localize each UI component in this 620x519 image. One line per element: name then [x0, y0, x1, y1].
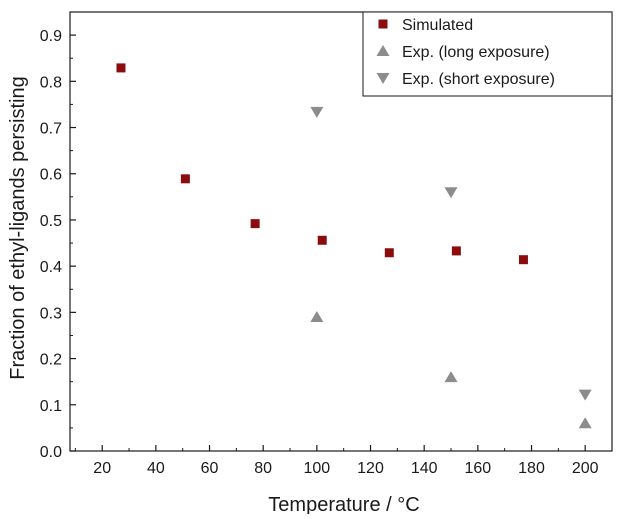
ticks-layer: 20 40 60 80 100 120 140 160 180 200 0.0 0.1 0.2 0.3 0.… — [40, 28, 613, 477]
exp-short-point — [310, 106, 324, 118]
x-tick-label: 180 — [518, 460, 545, 477]
y-axis-title: Fraction of ethyl-ligands persisting — [7, 76, 29, 379]
exp-long-point — [578, 417, 592, 429]
marks-layer — [116, 63, 592, 429]
x-tick-label: 200 — [572, 460, 599, 477]
square-marker-icon — [378, 19, 388, 29]
legend-label: Exp. (short exposure) — [402, 71, 555, 88]
legend-label: Simulated — [402, 17, 473, 34]
y-tick-label: 0.7 — [40, 121, 62, 138]
simulated-point — [451, 246, 461, 256]
y-tick-label: 0.0 — [40, 444, 62, 461]
plot-frame — [69, 11, 613, 452]
exp-long-point — [444, 371, 458, 383]
x-tick-label: 40 — [147, 460, 165, 477]
y-tick-label: 0.3 — [40, 305, 62, 322]
exp-short-point — [578, 389, 592, 401]
triangle-down-marker-icon — [376, 73, 390, 84]
x-tick-label: 80 — [254, 460, 272, 477]
legend-box — [362, 11, 613, 97]
simulated-point — [116, 63, 126, 73]
simulated-point — [180, 174, 190, 184]
y-tick-label: 0.8 — [40, 74, 62, 91]
simulated-point — [518, 255, 528, 265]
triangle-up-marker-icon — [376, 45, 390, 56]
x-tick-label: 100 — [303, 460, 330, 477]
x-tick-label: 120 — [357, 460, 384, 477]
simulated-point — [384, 248, 394, 258]
y-tick-label: 0.1 — [40, 398, 62, 415]
x-axis-title: Temperature / °C — [268, 494, 419, 514]
y-tick-label: 0.4 — [40, 259, 62, 276]
exp-short-point — [444, 187, 458, 199]
y-tick-label: 0.2 — [40, 352, 62, 369]
x-tick-label: 140 — [411, 460, 438, 477]
x-tick-label: 160 — [464, 460, 491, 477]
legend: Simulated Exp. (long exposure) Exp. (short… — [362, 11, 613, 97]
y-tick-label: 0.6 — [40, 167, 62, 184]
simulated-point — [250, 219, 260, 229]
y-tick-label: 0.5 — [40, 213, 62, 230]
simulated-point — [317, 235, 327, 245]
exp-long-point — [310, 310, 324, 322]
legend-label: Exp. (long exposure) — [402, 44, 550, 61]
y-tick-label: 0.9 — [40, 28, 62, 45]
x-tick-label: 20 — [93, 460, 111, 477]
x-tick-label: 60 — [201, 460, 219, 477]
